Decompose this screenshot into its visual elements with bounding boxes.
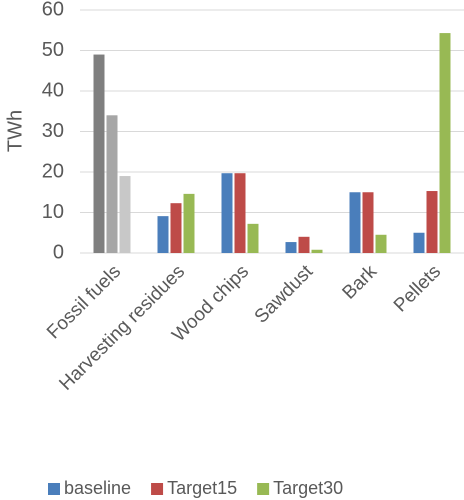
bar — [375, 234, 387, 253]
y-tick-label: 40 — [42, 79, 64, 101]
y-tick-label: 50 — [42, 39, 64, 61]
bar — [157, 216, 169, 253]
x-tick-label: Pellets — [390, 261, 445, 316]
bar — [413, 232, 425, 253]
legend-label: baseline — [64, 478, 131, 498]
bar — [183, 193, 195, 253]
y-tick-label: 10 — [42, 201, 64, 223]
legend-label: Target30 — [273, 478, 343, 498]
x-tick-label: Sawdust — [251, 261, 318, 328]
bar — [311, 249, 323, 253]
bar — [439, 33, 451, 254]
bar — [298, 236, 310, 253]
legend-label: Target15 — [167, 478, 237, 498]
y-tick-label: 20 — [42, 160, 64, 182]
legend-swatch — [48, 483, 60, 495]
legend-swatch — [257, 483, 270, 495]
y-tick-label: 30 — [42, 120, 64, 142]
bar — [221, 173, 233, 253]
x-tick-label: Bark — [339, 261, 382, 304]
bar — [247, 223, 259, 253]
bar — [106, 115, 118, 253]
y-tick-label: 0 — [53, 241, 64, 263]
x-tick-label: Harvesting residues — [55, 261, 189, 395]
bar — [362, 192, 374, 253]
y-axis-label: TWh — [4, 110, 26, 152]
bar — [93, 54, 105, 253]
bar — [170, 203, 182, 253]
bar — [349, 192, 361, 253]
bar — [285, 242, 297, 253]
y-tick-label: 60 — [42, 0, 64, 20]
bar — [234, 173, 246, 253]
legend-swatch — [151, 483, 164, 495]
bar — [119, 176, 131, 253]
bar — [426, 191, 438, 253]
